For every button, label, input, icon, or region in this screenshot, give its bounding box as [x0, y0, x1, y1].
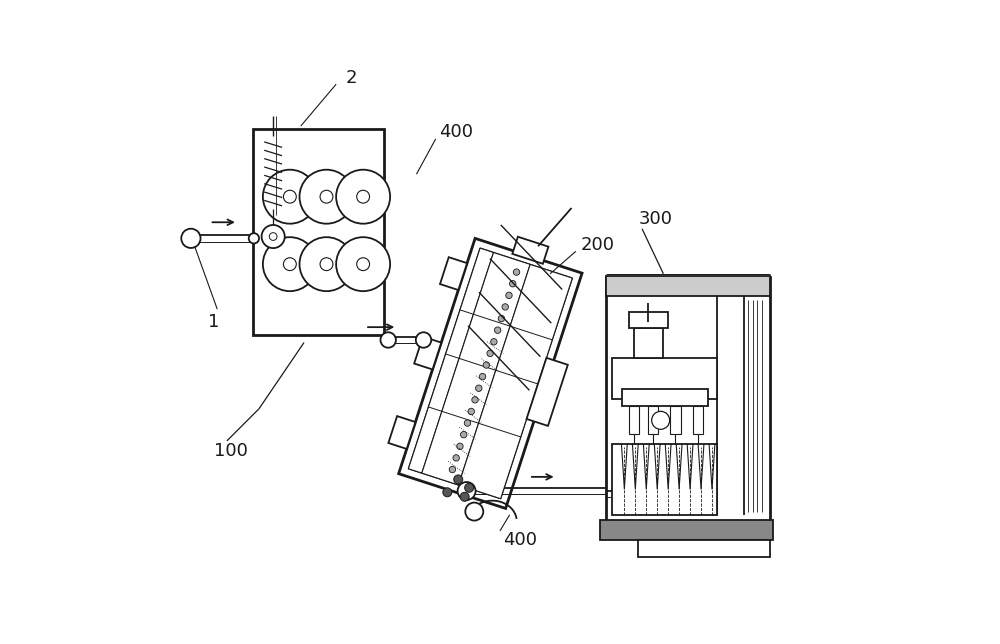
Bar — [606, 276, 770, 296]
Circle shape — [336, 237, 390, 291]
Text: 400: 400 — [439, 124, 473, 142]
Circle shape — [320, 190, 333, 203]
Circle shape — [652, 412, 670, 430]
Bar — [629, 312, 668, 328]
Circle shape — [458, 482, 476, 500]
Bar — [408, 248, 572, 498]
Circle shape — [464, 420, 471, 426]
Circle shape — [300, 170, 353, 223]
Circle shape — [479, 374, 486, 380]
Circle shape — [457, 443, 463, 450]
Circle shape — [357, 190, 370, 203]
Circle shape — [357, 258, 370, 270]
Bar — [399, 238, 582, 508]
Circle shape — [468, 408, 474, 415]
Bar — [612, 357, 717, 399]
Bar — [422, 252, 530, 485]
Circle shape — [443, 488, 452, 497]
Text: 300: 300 — [639, 210, 673, 228]
Bar — [253, 129, 384, 335]
Bar — [408, 248, 494, 473]
Circle shape — [460, 431, 467, 438]
Text: 200: 200 — [580, 236, 614, 254]
Circle shape — [498, 316, 505, 322]
Circle shape — [269, 232, 277, 240]
Bar — [638, 540, 770, 556]
Bar — [693, 406, 703, 435]
Circle shape — [465, 483, 474, 492]
Bar — [440, 257, 467, 290]
Bar — [414, 337, 441, 370]
Circle shape — [513, 269, 520, 276]
Bar — [458, 265, 572, 498]
Circle shape — [494, 327, 501, 334]
Circle shape — [181, 229, 201, 248]
Circle shape — [380, 332, 396, 348]
Circle shape — [283, 190, 296, 203]
Text: 1: 1 — [208, 313, 220, 331]
Bar — [612, 444, 717, 515]
Text: 100: 100 — [214, 442, 248, 460]
Circle shape — [502, 304, 508, 310]
Circle shape — [262, 225, 285, 248]
Circle shape — [300, 237, 353, 291]
Circle shape — [476, 385, 482, 392]
Circle shape — [510, 281, 516, 287]
Circle shape — [283, 258, 296, 270]
Circle shape — [465, 502, 483, 520]
Circle shape — [263, 237, 317, 291]
Circle shape — [336, 170, 390, 223]
Circle shape — [454, 475, 463, 484]
Circle shape — [249, 233, 259, 243]
Circle shape — [491, 339, 497, 345]
Text: 2: 2 — [346, 69, 357, 87]
Bar — [670, 406, 681, 435]
Bar — [388, 416, 415, 449]
Bar — [527, 358, 568, 426]
Circle shape — [320, 258, 333, 270]
Circle shape — [449, 466, 456, 473]
Circle shape — [263, 170, 317, 223]
Bar — [606, 277, 770, 521]
Circle shape — [460, 492, 469, 501]
Circle shape — [472, 397, 478, 403]
Bar — [629, 406, 639, 435]
Circle shape — [506, 292, 512, 299]
Circle shape — [453, 455, 459, 461]
Bar — [600, 520, 773, 540]
Bar — [622, 390, 708, 406]
Bar — [634, 328, 663, 357]
Bar — [512, 237, 548, 264]
Circle shape — [416, 332, 431, 348]
Text: 400: 400 — [503, 531, 537, 549]
Circle shape — [483, 362, 490, 368]
Bar — [648, 406, 658, 435]
Circle shape — [487, 350, 493, 357]
